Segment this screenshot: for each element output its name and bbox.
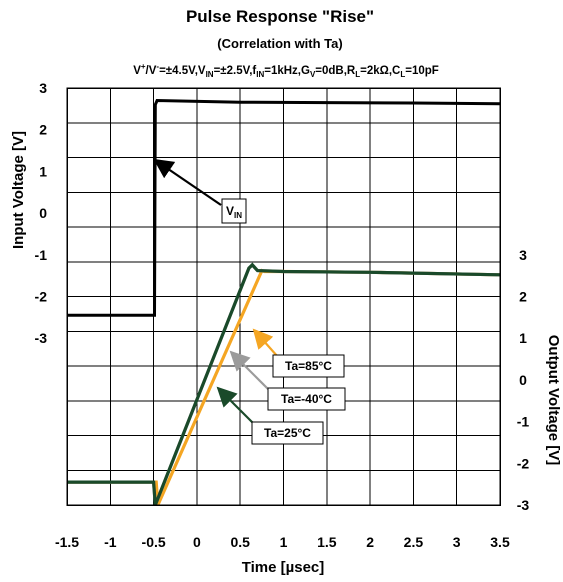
x-tick-label: 2 — [366, 534, 374, 550]
condition-segment: L — [400, 70, 405, 79]
annotation-box — [272, 354, 345, 378]
x-tick-label: 0 — [193, 534, 201, 550]
x-tick-label: 3.5 — [490, 534, 510, 550]
annotation-label: VIN — [226, 204, 242, 220]
x-tick-label: 0.5 — [230, 534, 250, 550]
input-tick-label: -3 — [35, 330, 48, 346]
input-axis-label: Input Voltage [V] — [10, 131, 27, 249]
plot-frame — [66, 87, 501, 506]
output-tick-label: -2 — [517, 455, 530, 471]
output-tick-label: 2 — [519, 289, 527, 305]
annotation-arrow — [252, 328, 279, 358]
condition-segment: =1kHz,G — [264, 65, 310, 77]
input-tick-label: -2 — [35, 289, 48, 305]
series-line-4 — [67, 262, 501, 506]
condition-segment: L — [355, 70, 360, 79]
condition-segment: =2kΩ,C — [360, 65, 400, 77]
x-tick-label: -1.5 — [55, 534, 79, 550]
condition-segment: =±2.5V,f — [214, 65, 257, 77]
annotation-label: Ta=-40°C — [281, 392, 332, 406]
condition-segment: =±4.5V,V — [159, 65, 206, 77]
output-tick-label: -1 — [517, 414, 530, 430]
x-axis-label: Time [µsec] — [242, 559, 325, 576]
condition-segment: + — [141, 62, 146, 71]
condition-segment: - — [156, 62, 159, 71]
input-tick-label: -1 — [35, 247, 48, 263]
x-tick-labels: -1.5 -1 -0.5 0 0.5 1 1.5 2 2.5 3 3.5 — [55, 534, 510, 550]
output-tick-label: 1 — [519, 330, 527, 346]
output-tick-label: 3 — [519, 247, 527, 263]
x-tick-label: -1 — [104, 534, 117, 550]
condition-segment: =0dB,R — [315, 65, 356, 77]
input-voltage-tick-labels: 3 2 1 0 -1 -2 -3 — [35, 80, 48, 346]
grid-lines — [67, 88, 500, 505]
x-tick-label: 3 — [453, 534, 461, 550]
input-tick-label: 1 — [39, 163, 47, 179]
test-conditions: V+/V-=±4.5V,VIN=±2.5V,fIN=1kHz,GV=0dB,RL… — [133, 62, 439, 79]
annotation-arrow — [229, 350, 273, 394]
annotation: VIN — [153, 158, 247, 224]
x-tick-label: 1 — [280, 534, 288, 550]
chart-subtitle: (Correlation with Ta) — [217, 36, 342, 51]
condition-segment: =10pF — [405, 65, 439, 77]
condition-segment: /V — [146, 65, 157, 77]
annotation-box — [221, 198, 247, 224]
annotations: VIN Ta=85°C Ta=-40°C Ta=25°C — [153, 158, 346, 445]
chart-title: Pulse Response "Rise" — [186, 7, 374, 26]
condition-segment: V — [133, 65, 141, 77]
annotation: Ta=25°C — [216, 386, 324, 445]
x-tick-label: -0.5 — [142, 534, 166, 550]
annotation: Ta=-40°C — [229, 350, 346, 411]
annotation-arrow — [216, 386, 256, 426]
output-tick-label: -3 — [517, 497, 530, 513]
input-tick-label: 0 — [39, 205, 47, 221]
condition-segment: IN — [206, 70, 214, 79]
input-tick-label: 3 — [39, 80, 47, 96]
annotation: Ta=85°C — [252, 328, 345, 378]
annotation-box — [267, 387, 346, 411]
output-voltage-tick-labels: 3 2 1 0 -1 -2 -3 — [517, 247, 530, 513]
x-tick-label: 2.5 — [404, 534, 424, 550]
condition-segment: V — [310, 70, 316, 79]
annotation-label: Ta=85°C — [285, 359, 332, 373]
annotation-box — [251, 421, 324, 445]
annotation-label: Ta=25°C — [264, 426, 311, 440]
output-axis-label: Output Voltage [V] — [545, 335, 562, 466]
x-tick-label: 1.5 — [317, 534, 337, 550]
annotation-arrow — [153, 158, 222, 206]
condition-segment: IN — [256, 70, 264, 79]
series-line-1 — [67, 98, 501, 317]
data-series — [67, 98, 501, 506]
output-tick-label: 0 — [519, 372, 527, 388]
input-tick-label: 2 — [39, 122, 47, 138]
